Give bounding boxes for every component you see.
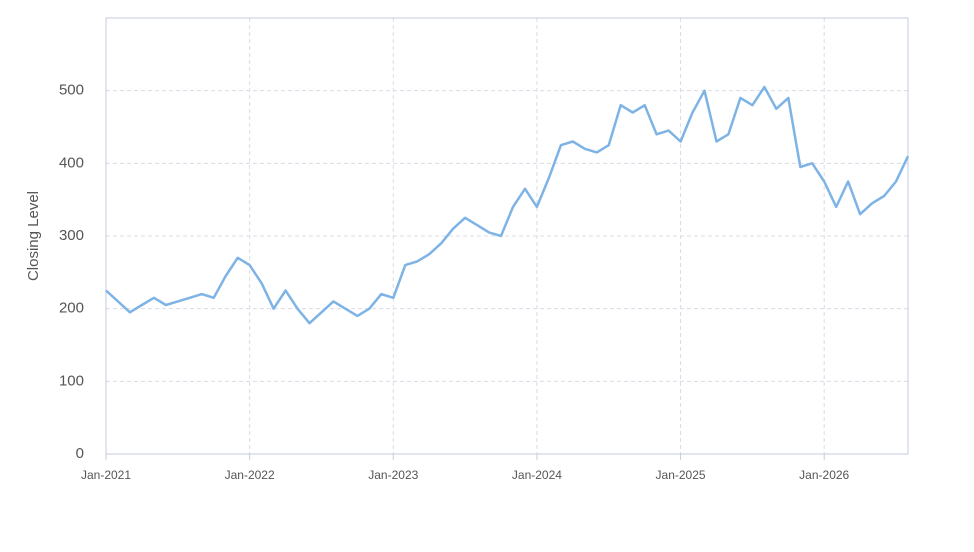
y-tick-label: 500 (59, 82, 84, 99)
x-tick-label: Jan-2022 (225, 468, 275, 482)
y-tick-label: 0 (76, 445, 84, 462)
x-tick-label: Jan-2021 (81, 468, 131, 482)
line (105, 85, 910, 325)
x-tick-label: Jan-2023 (368, 468, 418, 482)
x-tick-label: Jan-2025 (656, 468, 706, 482)
plot-frame (105, 17, 909, 455)
y-tick-label: 200 (59, 300, 84, 317)
y-axis-title: Closing Level (25, 191, 42, 281)
y-tick-label: 400 (59, 154, 84, 171)
x-tick-label: Jan-2024 (512, 468, 562, 482)
y-tick-label: 300 (59, 227, 84, 244)
y-tick-label: 100 (59, 372, 84, 389)
x-tick-label: Jan-2026 (799, 468, 849, 482)
